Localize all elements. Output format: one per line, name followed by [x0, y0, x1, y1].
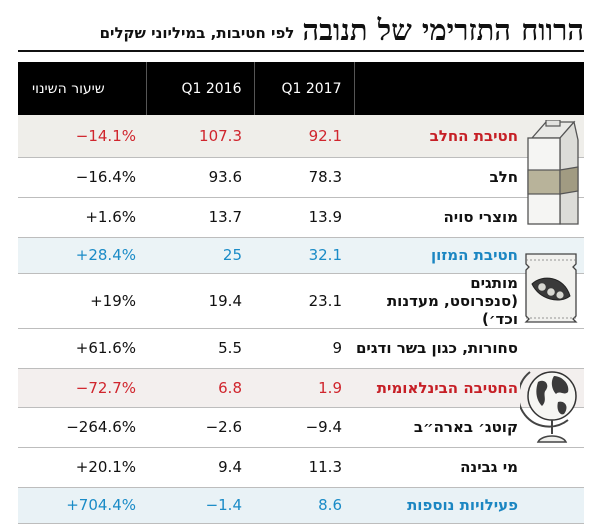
cell-q1-2016: 19.4	[208, 291, 242, 310]
cell-label: חטיבת המזון	[354, 237, 584, 273]
header-label	[354, 62, 584, 115]
cell-label: סחורות, כגון בשר ודגים	[354, 328, 584, 368]
cell-q1-2016: 9.4	[218, 458, 242, 476]
table-header-row: שיעור השינוי Q1 2016 Q1 2017	[18, 62, 584, 115]
table-body: −14.1% 107.3 92.1 חטיבת החלב −16.4% 93.6 78.3 ח…	[18, 115, 584, 523]
title-block: הרווח התזרימי של תנובה לפי חטיבות, במילי…	[18, 6, 584, 46]
cell-q1-2016: 107.3	[199, 126, 242, 145]
cell-change: −72.7%	[75, 378, 136, 397]
table-row: −16.4% 93.6 78.3 חלב	[18, 157, 584, 197]
table-row: +19% 19.4 23.1 מותגים (סנפרוסט, מעדנות וכד׳)	[18, 273, 584, 328]
cell-q1-2017: 92.1	[308, 126, 342, 145]
cell-label: מי גבינה	[354, 447, 584, 487]
row-label: חטיבת המזון	[431, 246, 518, 264]
row-label: החטיבה הבינלאומית	[376, 378, 518, 397]
row-label-secondary: (סנפרוסט, מעדנות וכד׳)	[386, 291, 518, 328]
row-label: סחורות, כגון בשר ודגים	[355, 339, 518, 357]
globe-icon	[520, 371, 577, 443]
cell-q1-2017: 13.9	[308, 208, 342, 226]
row-label: מי גבינה	[460, 458, 518, 476]
cell-q1-2016: 25	[222, 246, 242, 264]
cell-change: −264.6%	[66, 418, 136, 436]
infographic: הרווח התזרימי של תנובה לפי חטיבות, במילי…	[18, 6, 584, 523]
cell-label: חטיבת החלב	[354, 115, 584, 157]
cell-q1-2017: 32.1	[308, 246, 342, 264]
table-group-row: +28.4% 25 32.1 חטיבת המזון	[18, 237, 584, 273]
data-table: שיעור השינוי Q1 2016 Q1 2017 −14.1% 107.3…	[18, 62, 584, 524]
cell-q1-2016: 6.8	[218, 378, 242, 397]
row-label: חלב	[489, 168, 518, 186]
table-row: +1.6% 13.7 13.9 מוצרי סויה	[18, 197, 584, 237]
cell-change: −16.4%	[75, 168, 136, 186]
table-row: +61.6% 5.5 9 סחורות, כגון בשר ודגים	[18, 328, 584, 368]
cell-label: החטיבה הבינלאומית	[354, 368, 584, 407]
cell-q1-2017: 9	[332, 339, 342, 357]
table-group-row: +704.4% −1.4 8.6 פעילויות נוספות	[18, 487, 584, 523]
row-label: קוטג׳ בארה״ב	[413, 418, 518, 436]
cell-q1-2017: 78.3	[308, 168, 342, 186]
cell-change: +1.6%	[85, 208, 136, 226]
cell-label: קוטג׳ בארה״ב	[354, 407, 584, 447]
cell-q1-2017: 1.9	[318, 378, 342, 397]
cell-q1-2016: 5.5	[218, 339, 242, 357]
cell-change: −14.1%	[75, 126, 136, 145]
cell-change: +20.1%	[75, 458, 136, 476]
cell-change: +28.4%	[75, 246, 136, 264]
table-row: −264.6% −2.6 −9.4 קוטג׳ בארה״ב	[18, 407, 584, 447]
header-change: שיעור השינוי	[18, 62, 147, 115]
row-label: פעילויות נוספות	[407, 496, 518, 514]
row-label: מותגים	[470, 273, 518, 292]
cell-q1-2017: −9.4	[305, 418, 342, 436]
header-q1-2016: Q1 2016	[146, 62, 255, 115]
page-subtitle: לפי חטיבות, במיליוני שקלים	[99, 24, 295, 42]
cell-q1-2016: −1.4	[205, 496, 242, 514]
cell-q1-2016: −2.6	[205, 418, 242, 436]
row-label: מוצרי סויה	[443, 208, 518, 226]
cell-change: +19%	[90, 291, 136, 310]
cell-q1-2017: 23.1	[308, 291, 342, 310]
cell-label: פעילויות נוספות	[354, 487, 584, 523]
cell-q1-2017: 8.6	[318, 496, 342, 514]
cell-change: +61.6%	[75, 339, 136, 357]
header-q1-2017: Q1 2017	[254, 62, 355, 115]
table-row: +20.1% 9.4 11.3 מי גבינה	[18, 447, 584, 487]
title-rule	[18, 50, 584, 52]
cell-label: מותגים (סנפרוסט, מעדנות וכד׳)	[354, 273, 584, 328]
snack-bag-icon	[524, 253, 578, 323]
cell-label: מוצרי סויה	[354, 197, 584, 237]
page-title: הרווח התזרימי של תנובה	[302, 13, 584, 47]
table-group-row: −14.1% 107.3 92.1 חטיבת החלב	[18, 115, 584, 157]
milk-carton-icon	[527, 120, 579, 225]
cell-q1-2016: 93.6	[208, 168, 242, 186]
row-label: חטיבת החלב	[429, 126, 518, 145]
cell-change: +704.4%	[66, 496, 136, 514]
cell-q1-2017: 11.3	[308, 458, 342, 476]
cell-label: חלב	[354, 157, 584, 197]
cell-q1-2016: 13.7	[208, 208, 242, 226]
table-group-row: −72.7% 6.8 1.9 החטיבה הבינלאומית	[18, 368, 584, 407]
